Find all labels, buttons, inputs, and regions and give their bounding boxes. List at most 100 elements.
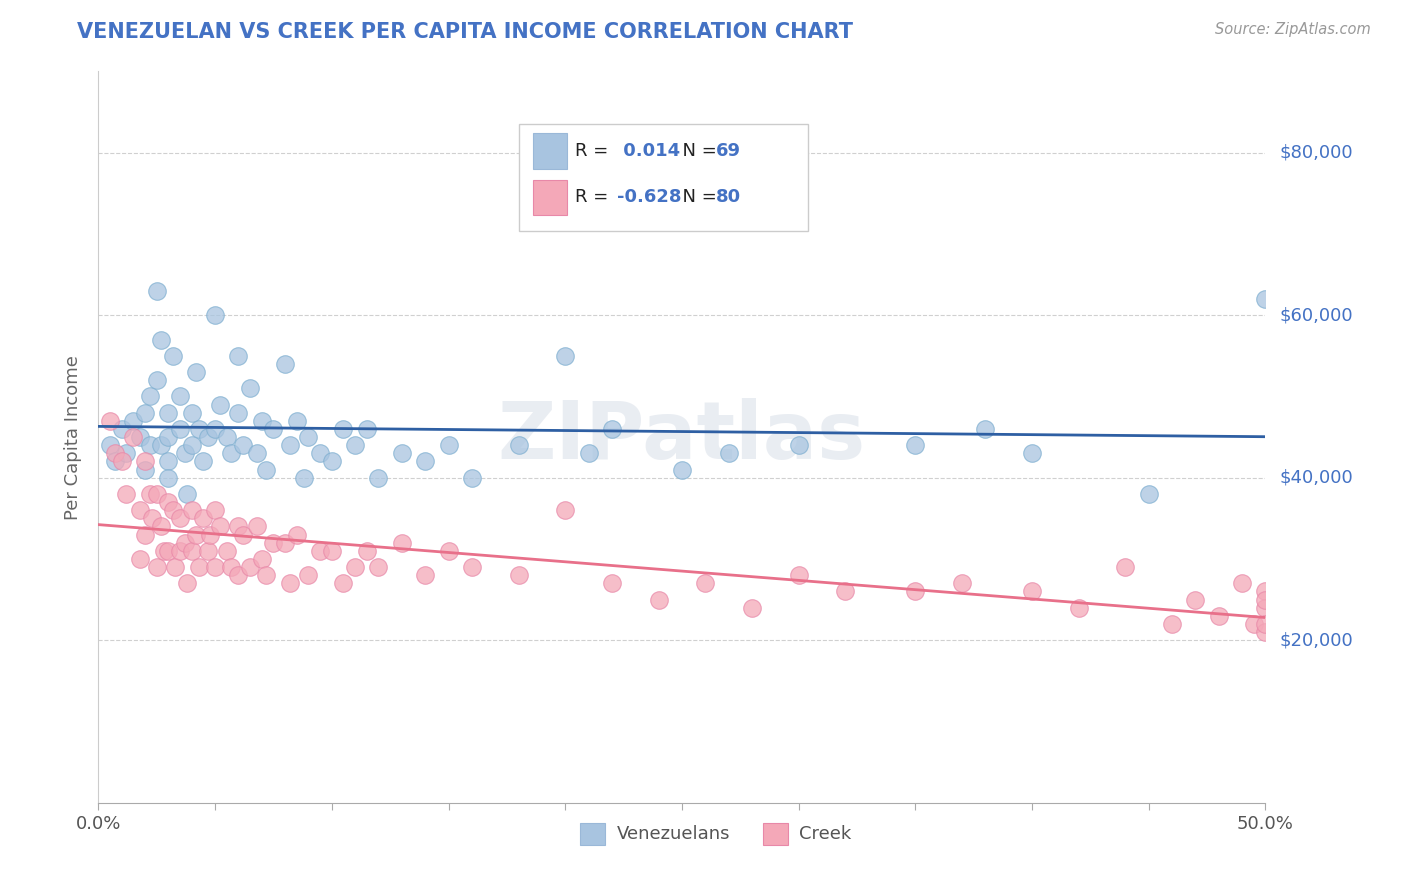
Point [180,544,202,558]
Point [297,430,319,444]
Point [228,349,250,363]
Point [1161,617,1184,632]
Text: N =: N = [671,188,723,206]
Point [186,527,208,541]
Point [461,471,484,485]
Point [250,414,273,428]
Point [344,560,367,574]
Point [508,568,530,582]
Point [285,414,308,428]
Point [173,446,195,460]
Point [671,462,693,476]
Text: $20,000: $20,000 [1279,632,1353,649]
Point [256,568,278,582]
Point [1208,608,1230,623]
Point [285,527,308,541]
Point [228,519,250,533]
Point [204,422,226,436]
Point [115,446,138,460]
Point [228,568,250,582]
Point [180,438,202,452]
Point [600,422,623,436]
Point [187,422,209,436]
Point [134,454,156,468]
Point [250,552,273,566]
Point [129,503,152,517]
Point [297,568,319,582]
Point [187,560,209,574]
Point [461,560,484,574]
Point [98,414,121,428]
Point [165,560,187,574]
Point [134,527,156,541]
Point [228,406,250,420]
Point [239,560,262,574]
Point [292,471,315,485]
Text: Creek: Creek [799,825,852,843]
Point [1230,576,1253,591]
Point [1184,592,1206,607]
Point [204,503,226,517]
Point [278,438,301,452]
Point [367,560,389,574]
Point [321,544,343,558]
Text: ZIPatlas: ZIPatlas [498,398,866,476]
Point [139,389,162,403]
Point [232,438,254,452]
Text: $80,000: $80,000 [1279,144,1353,161]
Point [157,454,180,468]
Point [834,584,856,599]
Point [186,365,208,379]
Point [950,576,973,591]
Point [115,487,138,501]
Point [157,471,180,485]
Point [437,544,460,558]
Point [232,527,254,541]
Text: R =: R = [575,142,614,160]
Point [221,446,243,460]
Point [157,495,180,509]
Point [139,438,162,452]
Point [321,454,343,468]
Point [508,438,530,452]
Point [647,592,669,607]
Point [787,438,810,452]
Point [193,511,215,525]
Point [169,544,191,558]
Text: Venezuelans: Venezuelans [616,825,730,843]
Point [332,576,354,591]
Point [139,487,162,501]
Point [554,503,576,517]
Point [1021,446,1043,460]
Point [741,600,763,615]
Point [157,406,180,420]
Text: 0.014: 0.014 [617,142,681,160]
Point [162,503,184,517]
Point [176,487,198,501]
Point [1243,617,1265,632]
Point [262,422,284,436]
Point [344,438,367,452]
Point [150,333,173,347]
Text: R =: R = [575,188,614,206]
Point [146,560,169,574]
Point [176,576,198,591]
Point [162,349,184,363]
Point [274,357,297,371]
Point [695,576,717,591]
Point [111,454,134,468]
Point [274,535,297,549]
Point [141,511,163,525]
Point [554,349,576,363]
Point [1137,487,1160,501]
Point [134,406,156,420]
Point [215,430,238,444]
Point [1254,600,1277,615]
Text: VENEZUELAN VS CREEK PER CAPITA INCOME CORRELATION CHART: VENEZUELAN VS CREEK PER CAPITA INCOME CO… [77,22,853,42]
Point [1254,584,1277,599]
Text: -0.628: -0.628 [617,188,682,206]
Point [239,381,262,395]
Point [309,446,332,460]
Point [332,422,354,436]
Point [157,544,180,558]
